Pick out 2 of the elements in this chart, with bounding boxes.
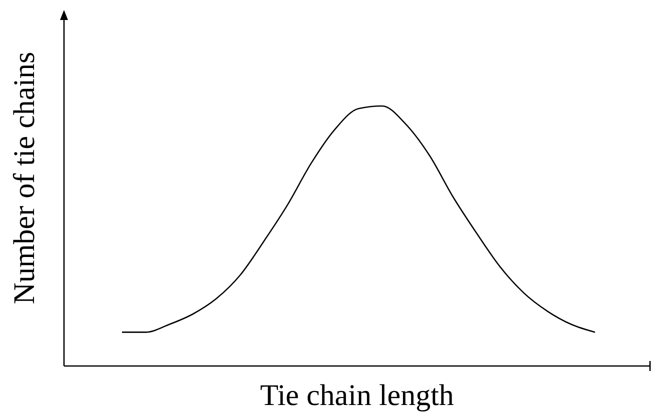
x-axis-title: Tie chain length	[260, 379, 454, 412]
y-axis-title: Number of tie chains	[8, 52, 41, 304]
